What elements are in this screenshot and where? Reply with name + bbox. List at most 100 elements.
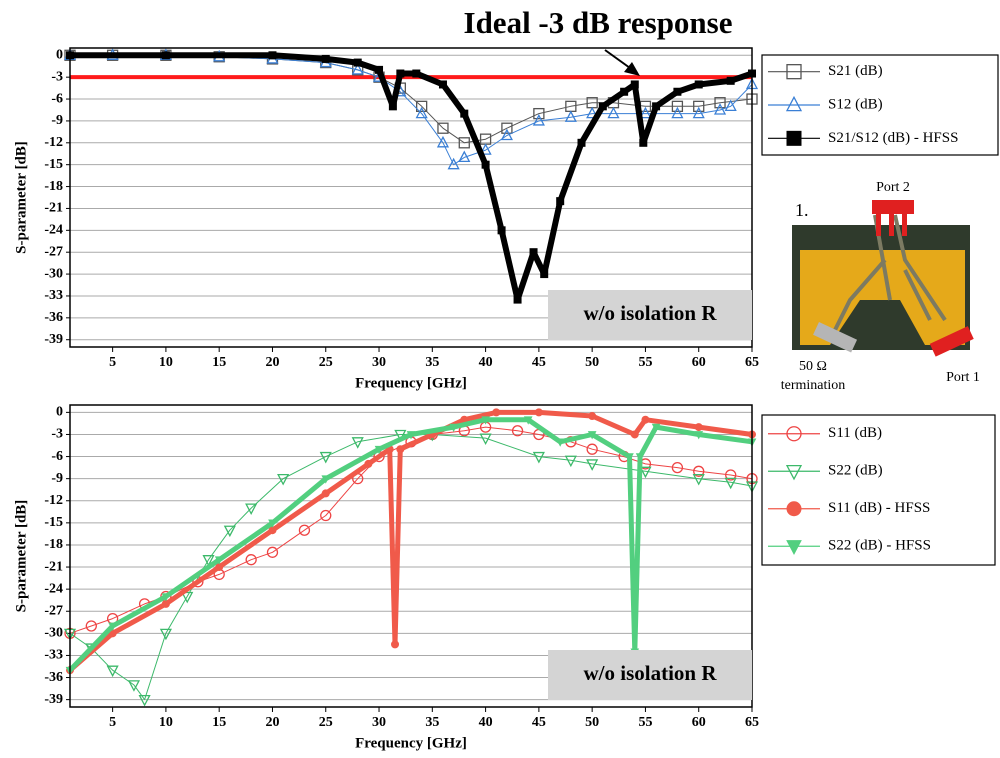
y-tick-label: -24 [44,581,63,596]
y-tick-label: -12 [44,493,63,508]
marker [586,443,598,455]
marker [630,80,639,89]
y-tick-label: -9 [51,113,63,128]
legend-label: S22 (dB) - HFSS [828,538,931,554]
marker [268,519,277,528]
y-tick-label: -24 [44,223,63,238]
marker [577,138,586,147]
marker [85,620,97,632]
port1-label: Port 1 [946,370,980,385]
marker [321,54,330,63]
marker [786,540,802,556]
y-tick-label: -15 [44,157,63,172]
marker [786,501,802,517]
marker [635,453,645,462]
marker [724,99,737,111]
marker [406,431,416,440]
legend-label: S11 (dB) [828,425,882,441]
marker [588,412,597,421]
y-tick-label: -3 [51,427,63,442]
marker [223,525,236,538]
y-tick-label: -27 [44,603,63,618]
marker [785,95,803,112]
marker [374,445,384,455]
marker [587,431,597,440]
marker [693,465,705,477]
marker [161,51,170,60]
marker [437,122,449,134]
marker [106,665,119,678]
legend-label: S22 (dB) [828,463,883,479]
traces [833,214,947,331]
y-tick-label: -3 [51,69,63,84]
x-tick-label: 25 [319,715,333,730]
y-tick-label: -33 [44,288,63,303]
annotation: Ideal -3 dB response [464,5,733,40]
marker [277,474,290,486]
marker [607,106,620,119]
x-tick-label: 30 [372,355,386,370]
marker [534,408,543,417]
marker [694,423,703,432]
annotation-arrow [604,49,631,69]
series-line [69,434,753,701]
marker [652,102,661,111]
marker [533,107,545,120]
y-tick-label: -27 [44,244,63,259]
x-tick-label: 50 [585,715,599,730]
x-tick-label: 55 [638,715,652,730]
plot-frame [69,404,753,708]
marker [625,453,634,462]
y-tick-label: -21 [44,559,63,574]
marker [540,270,549,279]
marker [388,102,397,111]
marker [630,430,639,439]
y-tick-label: -39 [44,692,63,707]
marker [181,591,194,604]
marker [511,425,524,437]
marker [438,80,447,89]
legend-frame [761,414,996,566]
marker [492,408,501,417]
marker [639,138,648,147]
marker [586,106,599,119]
y-tick-label: -6 [51,449,63,464]
y-axis-label: S-parameter [dB] [13,141,29,254]
marker [523,416,533,425]
marker [353,58,362,67]
x-tick-label: 15 [212,355,226,370]
x-tick-label: 60 [692,715,706,730]
marker [641,415,650,424]
y-tick-label: 0 [56,405,63,420]
x-tick-label: 40 [479,355,493,370]
x-tick-label: 30 [372,715,386,730]
marker [460,109,469,118]
y-tick-label: -15 [44,515,63,530]
x-tick-label: 10 [159,715,173,730]
marker [321,489,330,498]
marker [396,69,405,78]
y-tick-label: -12 [44,135,63,150]
marker [651,423,661,433]
probe-tip [876,212,881,236]
marker [268,51,277,60]
y-tick-label: -30 [44,626,63,641]
marker [671,106,684,119]
port2-probe [872,200,914,214]
y-tick-label: -18 [44,537,63,552]
marker [598,102,607,111]
marker [416,100,428,112]
y-axis-label: S-parameter [dB] [13,500,29,613]
marker [245,554,257,566]
marker [127,680,141,692]
y-tick-label: -9 [51,471,63,486]
label-box-text: w/o isolation R [583,301,717,325]
port2-label: Port 2 [876,180,910,195]
marker [447,157,460,170]
x-tick-label: 25 [319,355,333,370]
inset-image: 1. Port 2 Port 1 50 Ω termination [781,180,980,393]
marker [786,130,802,146]
marker [513,295,522,304]
